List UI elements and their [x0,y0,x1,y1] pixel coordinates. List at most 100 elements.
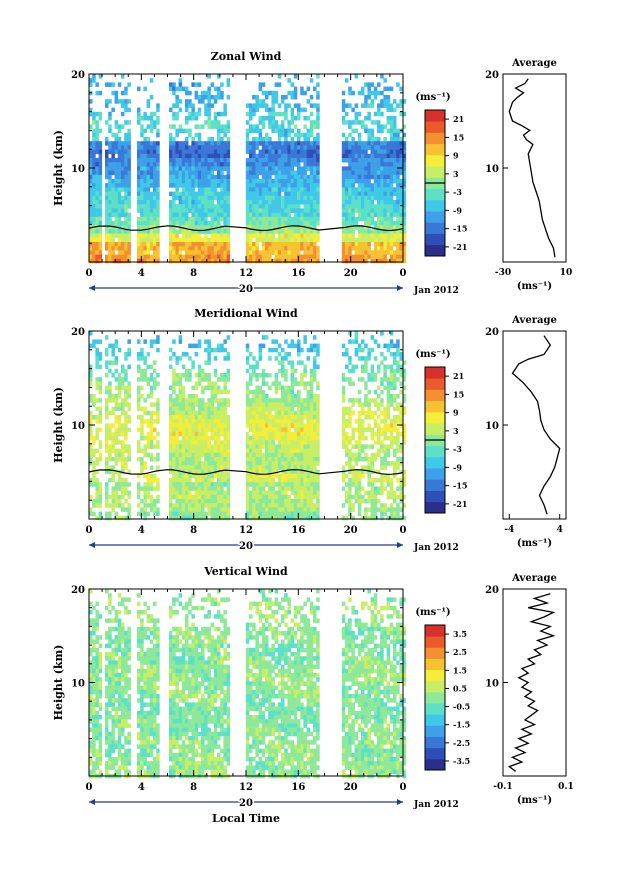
heatmap-cell [300,149,304,155]
heatmap-cell [348,212,352,218]
heatmap-cell [341,377,346,382]
heatmap-cell [290,440,295,445]
heatmap-cell [277,478,282,483]
heatmap-cell [402,431,407,437]
heatmap-cell [105,233,109,239]
heatmap-cell [281,124,285,129]
heatmap-cell [245,229,250,234]
heatmap-cell [114,233,119,239]
heatmap-cell [121,254,125,260]
heatmap-cell [169,86,173,92]
heatmap-cell [258,419,263,424]
heatmap-cell [220,427,224,433]
heatmap-cell [261,237,266,243]
heatmap-cell [175,478,179,483]
heatmap-cell [281,200,285,205]
heatmap-cell [261,431,266,437]
heatmap-cell [117,179,122,184]
heatmap-cell [309,457,314,462]
heatmap-cell [169,482,173,487]
heatmap-cell [114,339,119,344]
heatmap-cell [361,473,365,479]
heatmap-cell [293,216,298,222]
heatmap-cell [207,452,211,458]
heatmap-cell [306,410,311,416]
heatmap-cell [293,229,298,234]
heatmap-cell [124,246,128,251]
heatmap-cell [341,423,346,428]
heatmap-cell [306,448,311,454]
heatmap-cell [290,179,295,184]
heatmap-cell [373,187,378,192]
heatmap-cell [258,440,263,445]
heatmap-cell [137,107,141,113]
heatmap-cell [357,242,362,247]
heatmap-cell [140,419,144,424]
heatmap-cell [245,368,250,374]
heatmap-cell [127,170,131,176]
heatmap-cell [124,99,128,104]
heatmap-cell [261,486,266,491]
heatmap-cell [306,86,311,92]
heatmap-cell [185,452,189,458]
heatmap-cell [172,373,176,378]
heatmap-cell [255,452,259,458]
heatmap-cell [364,116,368,121]
heatmap-cell [351,410,355,416]
heatmap-cell [137,377,141,382]
heatmap-cell [383,356,387,361]
heatmap-cell [197,486,202,491]
heatmap-cell [204,373,208,378]
heatmap-cell [258,229,263,234]
heatmap-cell [105,482,109,487]
heatmap-cell [114,200,119,205]
heatmap-cell [303,406,307,412]
heatmap-cell [284,373,288,378]
heatmap-cell [265,208,269,213]
heatmap-cell [210,469,215,475]
heatmap-cell [181,461,186,466]
heatmap-cell [268,457,272,462]
heatmap-cell [389,124,394,129]
heatmap-cell [185,183,189,188]
heatmap-cell [146,153,151,159]
heatmap-cell [220,254,224,260]
heatmap-cell [197,254,202,260]
heatmap-cell [373,158,378,163]
heatmap-cell [108,145,112,150]
heatmap-cell [223,473,227,479]
heatmap-cell [245,457,250,462]
heatmap-cell [277,191,282,197]
heatmap-cell [297,461,301,466]
heatmap-cell [226,225,231,230]
heatmap-cell [111,254,115,260]
heatmap-cell [156,166,160,171]
heatmap-cell [127,482,131,487]
heatmap-cell [108,385,112,391]
colorbar-tick-label: 9 [453,151,459,161]
heatmap-cell [185,427,189,433]
heatmap-cell [303,457,307,462]
heatmap-cell [210,120,215,125]
heatmap-cell [402,436,407,441]
heatmap-cell [274,229,279,234]
heatmap-cell [316,116,320,121]
heatmap-cell [380,331,384,336]
heatmap-cell [389,183,394,188]
heatmap-cell [361,465,365,470]
heatmap-cell [274,141,279,146]
heatmap-cell [268,137,272,142]
heatmap-cell [287,360,291,365]
heatmap-cell [281,427,285,433]
heatmap-cell [290,465,295,470]
heatmap-cell [245,381,250,386]
heatmap-cell [207,166,211,171]
heatmap-cell [114,242,119,247]
heatmap-cell [194,116,199,121]
heatmap-cell [245,158,250,163]
heatmap-cell [98,212,103,218]
heatmap-cell [345,166,349,171]
heatmap-cell [201,250,205,255]
heatmap-cell [108,158,112,163]
heatmap-cell [210,246,215,251]
